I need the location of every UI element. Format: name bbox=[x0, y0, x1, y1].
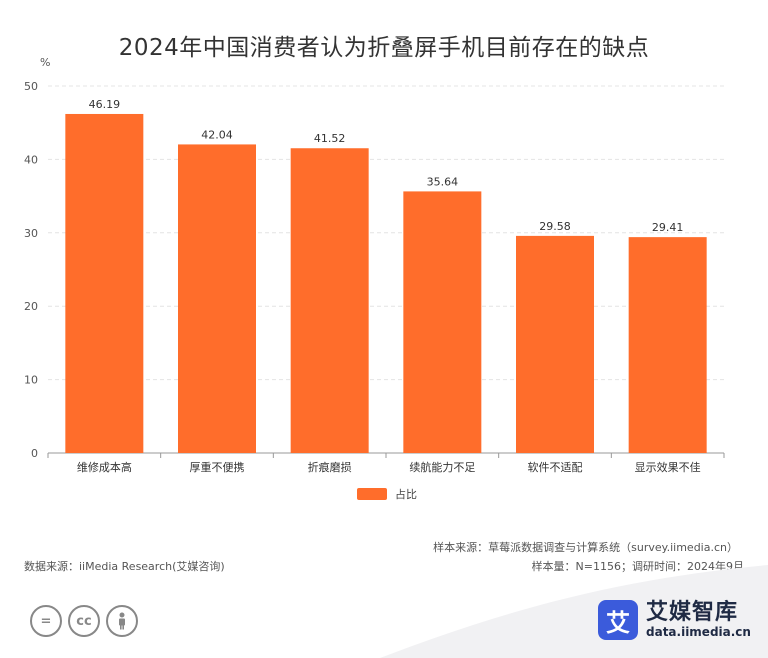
bar-chart: 0 10 20 30 40 50 46.19 维修成本高 42.04 厚重不便携 41.52 折痕磨损… bbox=[24, 80, 725, 474]
y-tick-label: 30 bbox=[24, 227, 38, 240]
bar bbox=[65, 113, 144, 454]
y-tick-label: 20 bbox=[24, 300, 38, 313]
data-label: 41.52 bbox=[314, 132, 346, 145]
x-tick-label: 厚重不便携 bbox=[190, 460, 245, 474]
y-tick-label: 50 bbox=[24, 80, 38, 93]
legend: 占比 bbox=[357, 486, 417, 502]
legend-swatch bbox=[357, 488, 387, 500]
person-icon bbox=[106, 605, 138, 637]
data-label: 42.04 bbox=[201, 128, 233, 141]
brand-logo: 艾 bbox=[598, 600, 638, 640]
legend-label: 占比 bbox=[395, 488, 417, 501]
x-tick-label: 续航能力不足 bbox=[409, 460, 475, 474]
chart-title: 2024年中国消费者认为折叠屏手机目前存在的缺点 bbox=[118, 35, 650, 61]
y-tick-label: 40 bbox=[24, 153, 38, 166]
data-label: 46.19 bbox=[89, 98, 121, 111]
x-tick-label: 软件不适配 bbox=[528, 460, 583, 474]
equal-icon: = bbox=[30, 605, 62, 637]
y-tick-label: 10 bbox=[24, 374, 38, 387]
cc-icon: cc bbox=[68, 605, 100, 637]
sample-size: 样本量：N=1156；调研时间：2024年9月 bbox=[531, 560, 744, 573]
brand-swoosh bbox=[380, 565, 768, 658]
x-tick-label: 显示效果不佳 bbox=[635, 460, 701, 474]
data-label: 35.64 bbox=[427, 175, 459, 188]
x-tick-label: 折痕磨损 bbox=[308, 460, 352, 474]
bar bbox=[628, 237, 707, 453]
bar bbox=[290, 148, 369, 453]
y-axis-unit: % bbox=[40, 56, 51, 69]
brand: 艾 艾媒智库 data.iimedia.cn bbox=[598, 600, 751, 640]
x-tick-label: 维修成本高 bbox=[77, 460, 132, 474]
bar bbox=[178, 144, 256, 454]
license-icons: = cc bbox=[30, 605, 138, 637]
bar bbox=[516, 235, 594, 453]
bar bbox=[403, 191, 482, 453]
data-label: 29.58 bbox=[539, 220, 571, 233]
brand-name: 艾媒智库 bbox=[646, 600, 739, 625]
y-tick-label: 0 bbox=[31, 447, 38, 460]
brand-url: data.iimedia.cn bbox=[646, 625, 751, 639]
data-label: 29.41 bbox=[652, 221, 684, 234]
sample-source: 样本来源：草莓派数据调查与计算系统（survey.iimedia.cn） bbox=[433, 541, 738, 554]
data-source: 数据来源：iiMedia Research(艾媒咨询) bbox=[24, 560, 225, 573]
